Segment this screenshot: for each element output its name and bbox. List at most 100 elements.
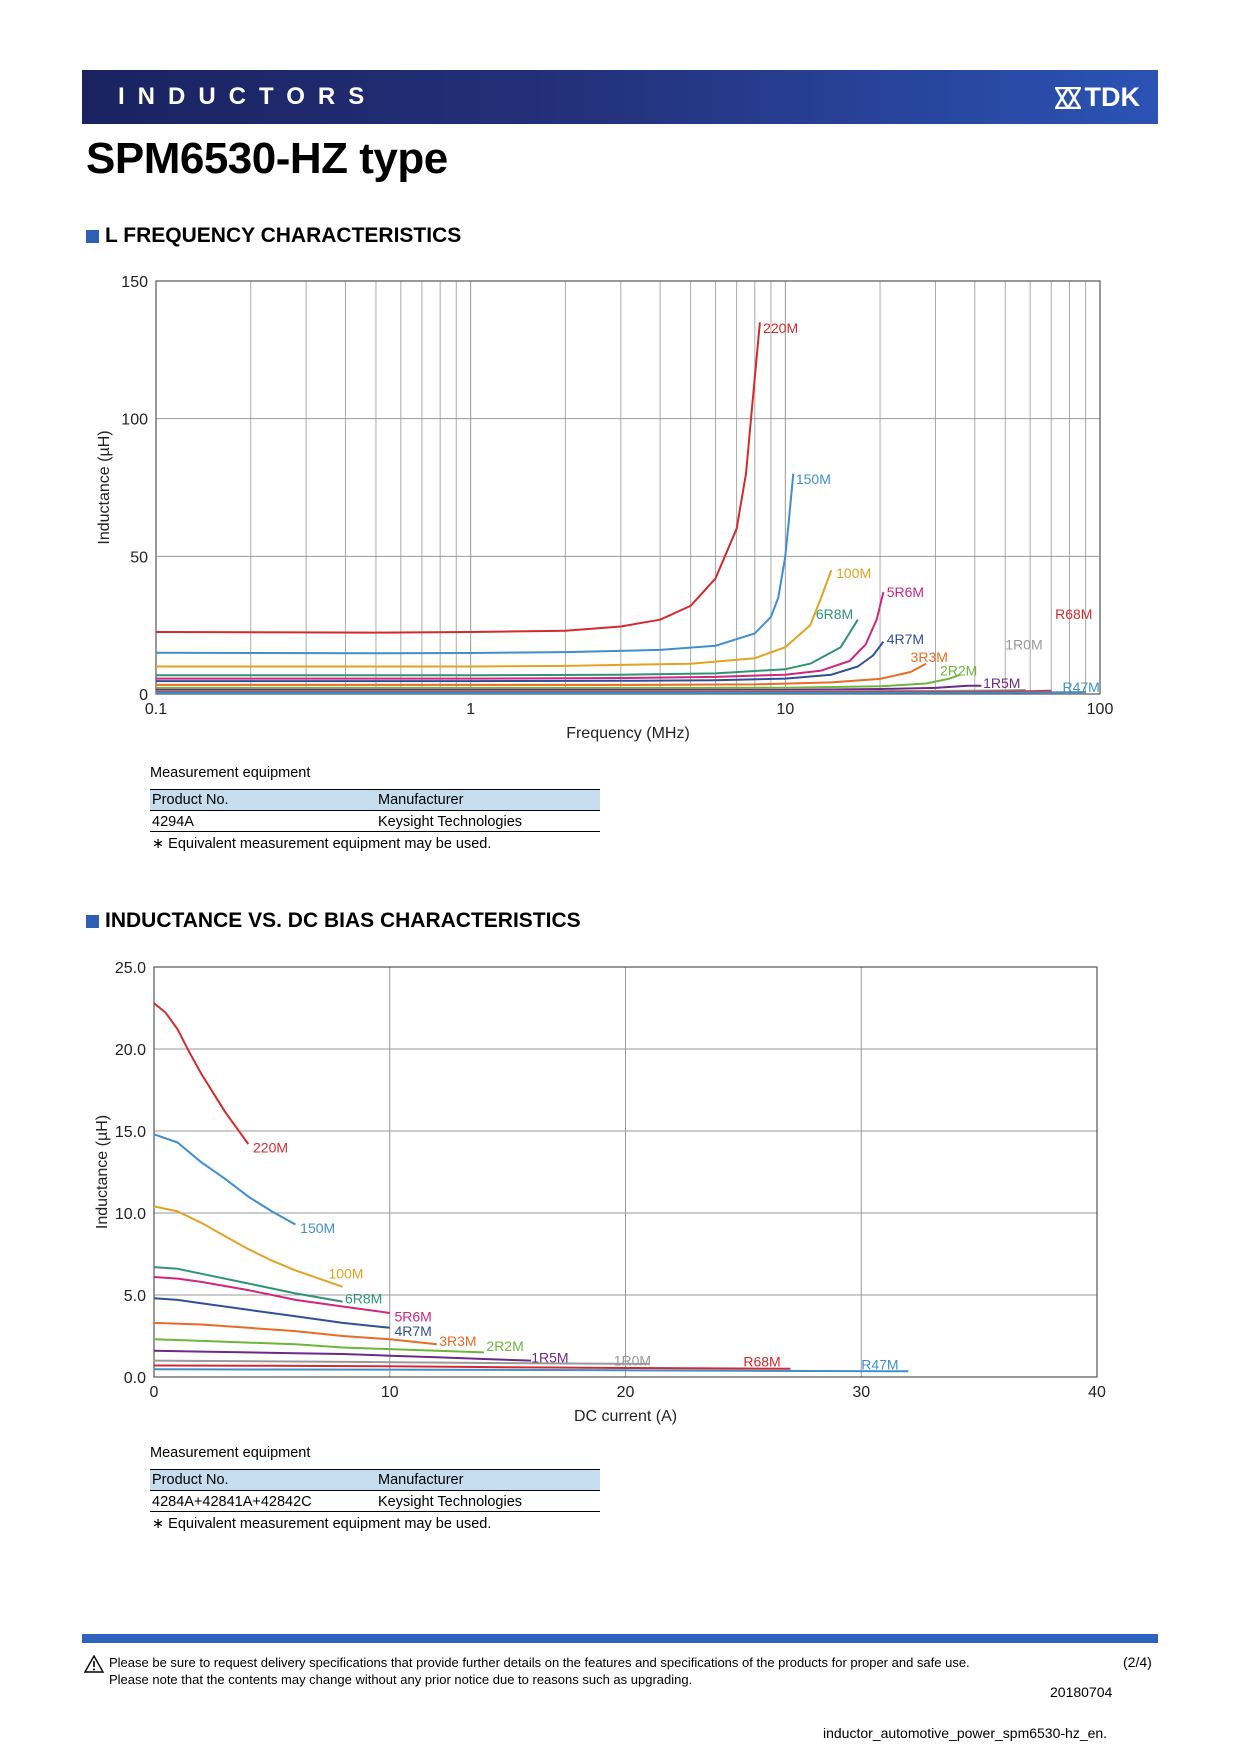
- series-line-220M: [153, 1002, 250, 1145]
- brand-logo: TDK: [1054, 82, 1141, 113]
- footer-bar: [82, 1634, 1158, 1643]
- x-axis-label: DC current (A): [574, 1408, 677, 1425]
- measurement-note: ∗ Equivalent measurement equipment may b…: [152, 836, 492, 852]
- category-label: INDUCTORS: [118, 83, 378, 110]
- series-line-5R6M: [156, 591, 885, 680]
- y-tick-label: 50: [130, 549, 148, 566]
- series-line-R47M: [156, 691, 1086, 694]
- x-tick-label: 30: [852, 1384, 870, 1401]
- document-filename: inductor_automotive_power_spm6530-hz_en.: [823, 1725, 1108, 1741]
- x-tick-label: 0: [150, 1384, 159, 1401]
- series-line-3R3M: [153, 1321, 438, 1346]
- series-label-1R5M: 1R5M: [983, 675, 1020, 691]
- table-row: 4294A Keysight Technologies: [150, 810, 600, 832]
- x-tick-label: 100: [1087, 701, 1114, 718]
- x-tick-label: 40: [1088, 1384, 1106, 1401]
- section-title-freq: L FREQUENCY CHARACTERISTICS: [86, 224, 461, 248]
- product-no: 4294A: [150, 810, 376, 832]
- plot-frame: [153, 966, 1098, 1378]
- series-line-1R5M: [156, 684, 982, 691]
- section-title-freq-text: L FREQUENCY CHARACTERISTICS: [105, 224, 462, 247]
- col-manufacturer: Manufacturer: [376, 1469, 600, 1491]
- y-tick-label: 5.0: [124, 1288, 146, 1305]
- frequency-chart: 0.1 1 10 100 0 50 100 150 Frequency (MHz) Inducta…: [96, 274, 1114, 742]
- y-axis-label: Inductance (µH): [94, 1115, 111, 1229]
- table-row: 4284A+42841A+42842C Keysight Technologie…: [150, 1490, 600, 1512]
- col-product: Product No.: [150, 789, 376, 811]
- series-line-100M: [156, 569, 833, 668]
- series-label-4R7M: 4R7M: [887, 631, 924, 647]
- series-label-4R7M: 4R7M: [394, 1323, 431, 1339]
- series-line-6R8M: [153, 1266, 343, 1303]
- x-axis-label: Frequency (MHz): [566, 725, 690, 742]
- series-line-150M: [155, 473, 795, 655]
- manufacturer: Keysight Technologies: [376, 810, 600, 832]
- x-tick-label: 0.1: [145, 701, 167, 718]
- series-label-3R3M: 3R3M: [911, 649, 948, 665]
- x-tick-label: 1: [466, 701, 475, 718]
- series-line-3R3M: [156, 662, 927, 686]
- section-title-bias-text: INDUCTANCE VS. DC BIAS CHARACTERISTICS: [105, 909, 581, 932]
- footer-disclaimer: Please be sure to request delivery speci…: [109, 1654, 970, 1688]
- y-tick-label: 0: [139, 687, 148, 704]
- series-line-1R5M: [153, 1349, 532, 1362]
- manufacturer: Keysight Technologies: [376, 1490, 600, 1512]
- measurement-table: Product No. Manufacturer 4284A+42841A+42…: [150, 1469, 600, 1512]
- series-label-1R0M: 1R0M: [614, 1353, 651, 1369]
- series-line-100M: [153, 1205, 343, 1288]
- series-line-2R2M: [156, 673, 961, 689]
- series-label-100M: 100M: [328, 1266, 363, 1282]
- x-tick-label: 10: [381, 1384, 399, 1401]
- x-tick-label: 20: [617, 1384, 635, 1401]
- col-product: Product No.: [150, 1469, 376, 1491]
- x-tick-label: 10: [776, 701, 794, 718]
- y-axis-label: Inductance (µH): [96, 430, 113, 544]
- measurement-table: Product No. Manufacturer 4294A Keysight …: [150, 789, 600, 832]
- series-label-R68M: R68M: [1055, 606, 1092, 622]
- footer-line-1: Please be sure to request delivery speci…: [109, 1655, 970, 1670]
- section-square-icon: [86, 229, 99, 243]
- series-label-150M: 150M: [300, 1220, 335, 1236]
- series-line-1R0M: [153, 1359, 650, 1365]
- tdk-logo-icon: [1054, 86, 1081, 109]
- measurement-label: Measurement equipment: [150, 765, 311, 781]
- y-tick-label: 0.0: [124, 1370, 146, 1387]
- series-line-4R7M: [153, 1297, 390, 1329]
- measurement-label: Measurement equipment: [150, 1445, 311, 1461]
- plot-frame: [155, 280, 1101, 695]
- footer-line-2: Please note that the contents may change…: [109, 1672, 693, 1687]
- y-tick-label: 100: [121, 412, 148, 429]
- y-tick-label: 150: [121, 274, 148, 291]
- warning-icon: [84, 1655, 104, 1673]
- page-title: SPM6530-HZ type: [86, 134, 448, 183]
- series-label-R68M: R68M: [743, 1353, 780, 1369]
- y-tick-label: 15.0: [115, 1124, 146, 1141]
- logo-text: TDK: [1084, 82, 1141, 112]
- series-label-5R6M: 5R6M: [887, 584, 924, 600]
- series-label-220M: 220M: [253, 1139, 288, 1155]
- series-line-2R2M: [153, 1338, 485, 1354]
- series-line-220M: [155, 322, 761, 634]
- series-line-150M: [153, 1133, 296, 1226]
- product-no: 4284A+42841A+42842C: [150, 1490, 376, 1512]
- series-line-R68M: [153, 1364, 791, 1370]
- page-number: (2/4): [1123, 1654, 1152, 1670]
- series-label-6R8M: 6R8M: [345, 1290, 382, 1306]
- series-label-R47M: R47M: [1062, 679, 1099, 695]
- y-tick-label: 20.0: [115, 1042, 146, 1059]
- series-label-2R2M: 2R2M: [486, 1338, 523, 1354]
- series-label-R47M: R47M: [861, 1357, 898, 1373]
- document-date: 20180704: [1050, 1684, 1113, 1700]
- series-line-5R6M: [153, 1276, 390, 1314]
- series-line-4R7M: [156, 641, 885, 683]
- series-label-220M: 220M: [763, 320, 798, 336]
- series-label-100M: 100M: [836, 565, 871, 581]
- series-label-5R6M: 5R6M: [394, 1308, 431, 1324]
- series-label-1R0M: 1R0M: [1005, 636, 1042, 652]
- measurement-equipment-bias: Measurement equipment Product No. Manufa…: [150, 1445, 600, 1532]
- dc-bias-chart: 0 10 20 30 40 0.0 5.0 10.0 15.0 20.0 25.0 DC curren…: [94, 960, 1106, 1425]
- section-title-bias: INDUCTANCE VS. DC BIAS CHARACTERISTICS: [86, 909, 581, 933]
- header-bar: INDUCTORS TDK: [82, 70, 1158, 124]
- section-square-icon: [86, 914, 99, 928]
- series-line-6R8M: [156, 619, 859, 677]
